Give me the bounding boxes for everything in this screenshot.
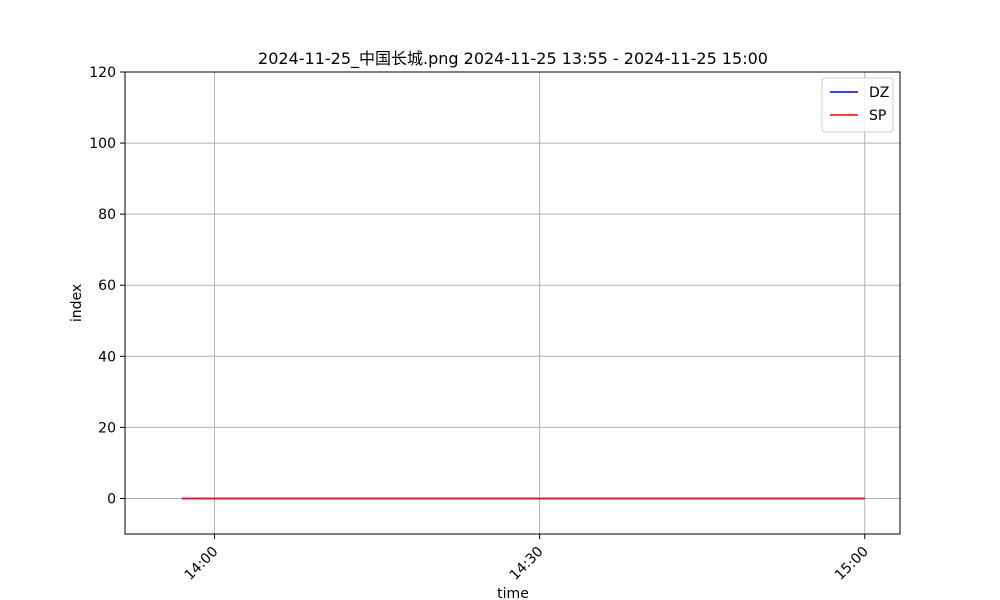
y-tick-label: 60 (98, 278, 116, 294)
chart-title: 2024-11-25_中国长城.png 2024-11-25 13:55 - 2… (258, 49, 768, 69)
legend-label-sp: SP (869, 108, 886, 124)
y-axis-label: index (69, 284, 85, 322)
legend-label-dz: DZ (869, 85, 889, 101)
y-tick-label: 20 (98, 420, 116, 436)
y-tick-label: 0 (107, 491, 116, 507)
y-tick-label: 40 (98, 349, 116, 365)
y-tick-label: 120 (89, 65, 116, 81)
y-tick-label: 80 (98, 207, 116, 223)
legend: DZ SP (821, 77, 894, 133)
y-axis-ticks: 0 20 40 60 80 100 120 (89, 65, 125, 507)
y-tick-label: 100 (89, 136, 116, 152)
plot-area-frame (124, 71, 901, 535)
x-axis-label: time (497, 586, 529, 600)
